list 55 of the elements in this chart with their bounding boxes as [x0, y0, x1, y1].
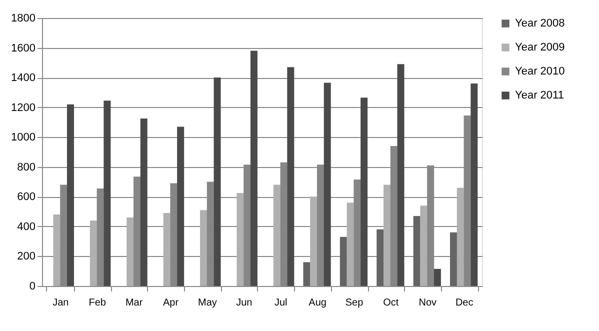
bar: [376, 229, 384, 286]
y-tick-label: 800: [17, 161, 36, 174]
bar: [303, 262, 310, 286]
bar: [66, 104, 74, 286]
y-tick-label: 200: [17, 250, 36, 263]
y-tick-label: 1600: [11, 42, 36, 54]
bar: [126, 218, 134, 286]
x-tick-label: May: [198, 298, 217, 308]
y-tick-label: 1400: [11, 72, 36, 84]
legend-label: Year 2009: [515, 42, 565, 54]
x-tick-label: Feb: [88, 298, 106, 308]
bar: [397, 64, 404, 286]
legend-label: Year 2010: [515, 66, 565, 78]
y-tick-label: 1000: [11, 132, 36, 144]
bar: [470, 84, 478, 286]
bar: [324, 82, 331, 286]
bar: [384, 184, 390, 286]
bar: [434, 268, 441, 286]
bar: [236, 192, 244, 286]
bar: [346, 202, 354, 286]
y-tick-label: 600: [17, 191, 36, 204]
bar: [450, 232, 458, 286]
bar: [90, 220, 97, 286]
x-tick-label: Aug: [308, 298, 326, 308]
y-tick-label: 400: [17, 220, 36, 233]
bar: [214, 78, 221, 286]
legend-label: Year 2011: [515, 90, 564, 102]
x-tick-label: Mar: [125, 298, 144, 308]
bar: [53, 214, 60, 286]
x-tick-label: Jul: [274, 298, 288, 308]
bar: [200, 210, 208, 286]
x-tick-label: Sep: [345, 298, 364, 308]
x-tick-label: Jan: [52, 298, 69, 308]
x-tick-label: Dec: [455, 298, 474, 308]
y-tick-label: 0: [29, 280, 36, 292]
y-tick-label: 1200: [11, 102, 36, 114]
bar: [140, 118, 148, 286]
bar: [360, 98, 368, 286]
legend-label: Year 2008: [515, 18, 565, 30]
bar: [177, 126, 184, 286]
bar: [163, 213, 170, 286]
y-tick-label: 1800: [11, 12, 36, 24]
bar: [104, 100, 111, 286]
bar: [250, 50, 258, 286]
bar: [456, 188, 464, 286]
x-tick-label: Nov: [418, 298, 437, 308]
x-tick-label: Oct: [383, 298, 399, 308]
bar: [273, 184, 280, 286]
bar: [287, 67, 294, 286]
bar: [310, 196, 318, 286]
x-tick-label: Jun: [236, 298, 252, 308]
x-tick-label: Apr: [162, 298, 180, 308]
bar: [420, 206, 428, 286]
bar: [413, 216, 420, 286]
bar: [340, 236, 347, 286]
